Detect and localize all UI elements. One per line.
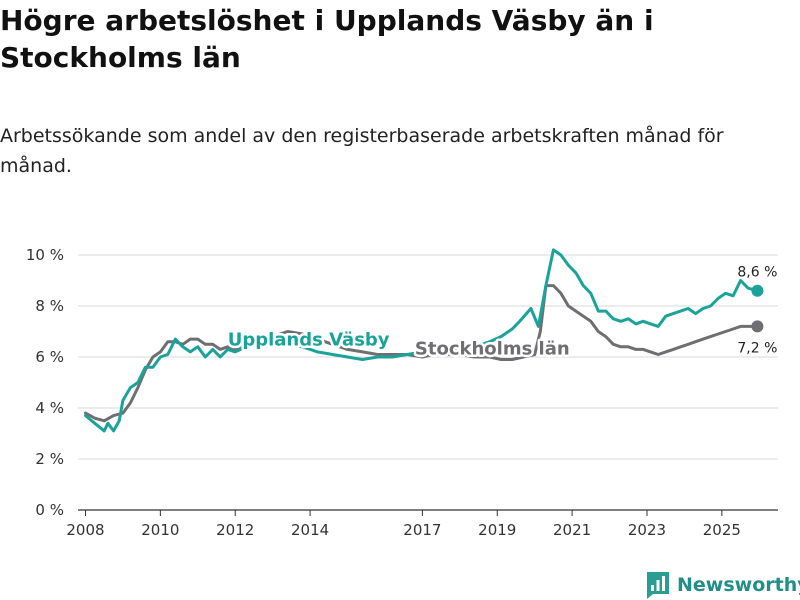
series-label-halo: Upplands Väsby [228, 330, 390, 351]
newsworthy-logo-icon [647, 572, 669, 599]
chart-subtitle: Arbetssökande som andel av den registerb… [0, 125, 724, 177]
series-line-upplands-vasby [84, 248, 759, 433]
y-axis: 0 % 2 % 4 % 6 % 8 % 10 % [26, 246, 64, 519]
x-tick-label: 2012 [216, 521, 254, 539]
chart-title: Högre arbetslöshet i Upplands Väsby än i… [0, 4, 654, 74]
x-tick-label: 2021 [553, 521, 591, 539]
x-tick-label: 2017 [403, 521, 441, 539]
y-tick-label: 4 % [35, 399, 64, 417]
end-point [751, 320, 764, 333]
series-label: Stockholms län [415, 338, 570, 359]
x-tick-label: 2023 [628, 521, 666, 539]
end-value-label: 8,6 % [737, 265, 777, 281]
brand-name: Newsworthy [677, 574, 800, 596]
y-tick-label: 0 % [35, 501, 64, 519]
end-point [751, 284, 764, 297]
x-tick-label: 2014 [291, 521, 329, 539]
gridlines [78, 254, 778, 511]
x-tick-label: 2010 [141, 521, 179, 539]
y-tick-label: 2 % [35, 450, 64, 468]
y-tick-label: 8 % [35, 297, 64, 315]
series-label: Upplands Väsby [228, 330, 390, 351]
end-value-label: 7,2 % [737, 340, 777, 356]
x-tick-label: 2025 [703, 521, 741, 539]
x-tick-label: 2019 [478, 521, 516, 539]
x-axis: 2008 2010 2012 2014 2017 2019 2021 2023 2025 [66, 510, 741, 539]
series-lines [84, 248, 764, 433]
x-tick-label: 2008 [66, 521, 104, 539]
y-tick-label: 6 % [35, 348, 64, 366]
series-label-halo: Stockholms län [415, 338, 570, 359]
newsworthy-brand[interactable]: Newsworthy [645, 570, 800, 600]
y-tick-label: 10 % [26, 246, 64, 264]
